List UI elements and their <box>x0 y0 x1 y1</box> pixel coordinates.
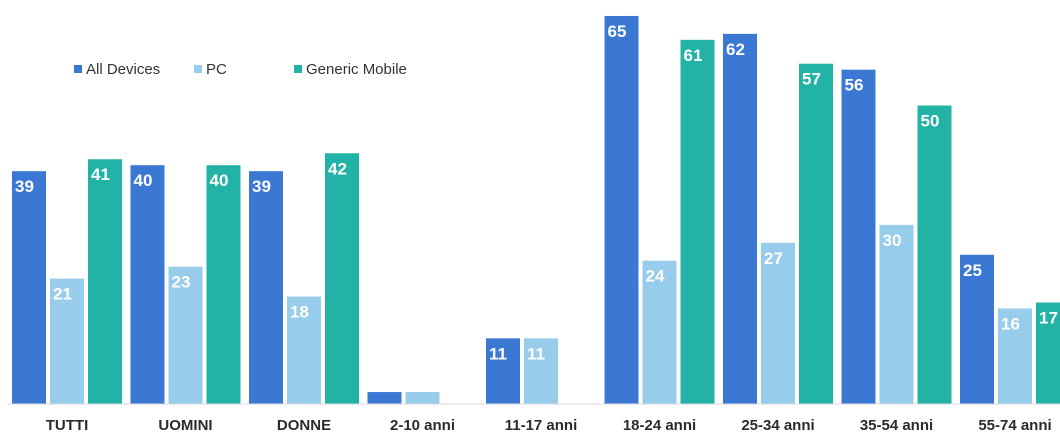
legend-swatch-all-devices <box>74 65 82 73</box>
bar-all-devices-35-54-anni <box>841 69 876 405</box>
bar-all-devices-uomini <box>130 165 165 404</box>
x-axis-ticks: TUTTI UOMINI DONNE 2-10 anni 11-17 anni 18-24… <box>46 417 1052 434</box>
data-label-pc-55-74-anni: 16 <box>1001 314 1020 333</box>
bar-pc-55-74-anni <box>998 308 1032 404</box>
bar-pc-35-54-anni <box>879 224 914 404</box>
data-label-all-devices-25-34-anni: 62 <box>726 40 745 59</box>
legend: All Devices PC Generic Mobile <box>74 61 407 78</box>
bar-generic-mobile-tutti <box>88 159 122 404</box>
bar-pc-11-17-anni <box>524 338 558 404</box>
data-label-all-devices-tutti: 39 <box>15 177 34 196</box>
data-label-all-devices-donne: 39 <box>252 177 271 196</box>
bar-all-devices-11-17-anni <box>486 338 520 404</box>
x-tick-label-35-54-anni: 35-54 anni <box>860 417 933 434</box>
legend-label-pc: PC <box>206 61 227 78</box>
x-tick-label-uomini: UOMINI <box>158 417 212 434</box>
bar-pc-2-10-anni <box>405 392 440 404</box>
data-label-pc-25-34-anni: 27 <box>764 249 783 268</box>
data-label-generic-mobile-tutti: 41 <box>91 165 110 184</box>
data-label-pc-donne: 18 <box>290 303 309 322</box>
bar-all-devices-55-74-anni <box>960 254 994 404</box>
bar-pc-tutti <box>50 278 84 404</box>
bar-pc-uomini <box>168 266 203 404</box>
bar-generic-mobile-donne <box>325 153 359 404</box>
data-label-generic-mobile-donne: 42 <box>328 159 347 178</box>
bar-all-devices-2-10-anni <box>367 392 402 404</box>
data-label-pc-35-54-anni: 30 <box>883 231 902 250</box>
bar-all-devices-tutti <box>12 171 46 404</box>
data-label-all-devices-uomini: 40 <box>134 171 153 190</box>
bar-generic-mobile-uomini <box>206 165 241 404</box>
data-label-all-devices-18-24-anni: 65 <box>608 22 627 41</box>
data-label-all-devices-35-54-anni: 56 <box>845 76 864 95</box>
x-tick-label-tutti: TUTTI <box>46 417 89 434</box>
data-label-all-devices-55-74-anni: 25 <box>963 261 982 280</box>
x-tick-label-11-17-anni: 11-17 anni <box>505 417 578 434</box>
bar-all-devices-donne <box>249 171 283 404</box>
bar-generic-mobile-18-24-anni <box>680 39 715 404</box>
bar-all-devices-18-24-anni <box>604 15 639 404</box>
legend-label-generic-mobile: Generic Mobile <box>306 61 407 78</box>
bar-generic-mobile-35-54-anni <box>917 105 952 404</box>
x-tick-label-donne: DONNE <box>277 417 331 434</box>
data-label-all-devices-11-17-anni: 11 <box>489 344 507 363</box>
x-tick-label-2-10-anni: 2-10 anni <box>390 417 455 434</box>
bars: 39 21 41 40 23 40 39 18 42 11 11 65 24 61 62 27 57 56 30 50… <box>12 15 1060 405</box>
data-label-pc-18-24-anni: 24 <box>646 267 665 286</box>
x-tick-label-55-74-anni: 55-74 anni <box>978 417 1051 434</box>
data-label-generic-mobile-25-34-anni: 57 <box>802 70 821 89</box>
data-label-generic-mobile-18-24-anni: 61 <box>684 46 703 65</box>
bar-pc-18-24-anni <box>642 260 677 404</box>
bar-pc-donne <box>287 296 321 404</box>
data-label-pc-tutti: 21 <box>53 285 72 304</box>
x-tick-label-25-34-anni: 25-34 anni <box>741 417 814 434</box>
legend-swatch-pc <box>194 65 202 73</box>
bar-all-devices-25-34-anni <box>723 33 757 405</box>
bar-generic-mobile-25-34-anni <box>799 63 833 405</box>
data-label-pc-11-17-anni: 11 <box>527 344 545 363</box>
x-tick-label-18-24-anni: 18-24 anni <box>623 417 696 434</box>
bar-pc-25-34-anni <box>761 242 795 404</box>
legend-swatch-generic-mobile <box>294 65 302 73</box>
data-label-generic-mobile-uomini: 40 <box>210 171 229 190</box>
data-label-generic-mobile-55-74-anni: 17 <box>1039 309 1058 328</box>
data-label-generic-mobile-35-54-anni: 50 <box>921 112 940 131</box>
data-label-pc-uomini: 23 <box>172 273 191 292</box>
legend-label-all-devices: All Devices <box>86 61 160 78</box>
bar-generic-mobile-55-74-anni <box>1036 302 1060 404</box>
